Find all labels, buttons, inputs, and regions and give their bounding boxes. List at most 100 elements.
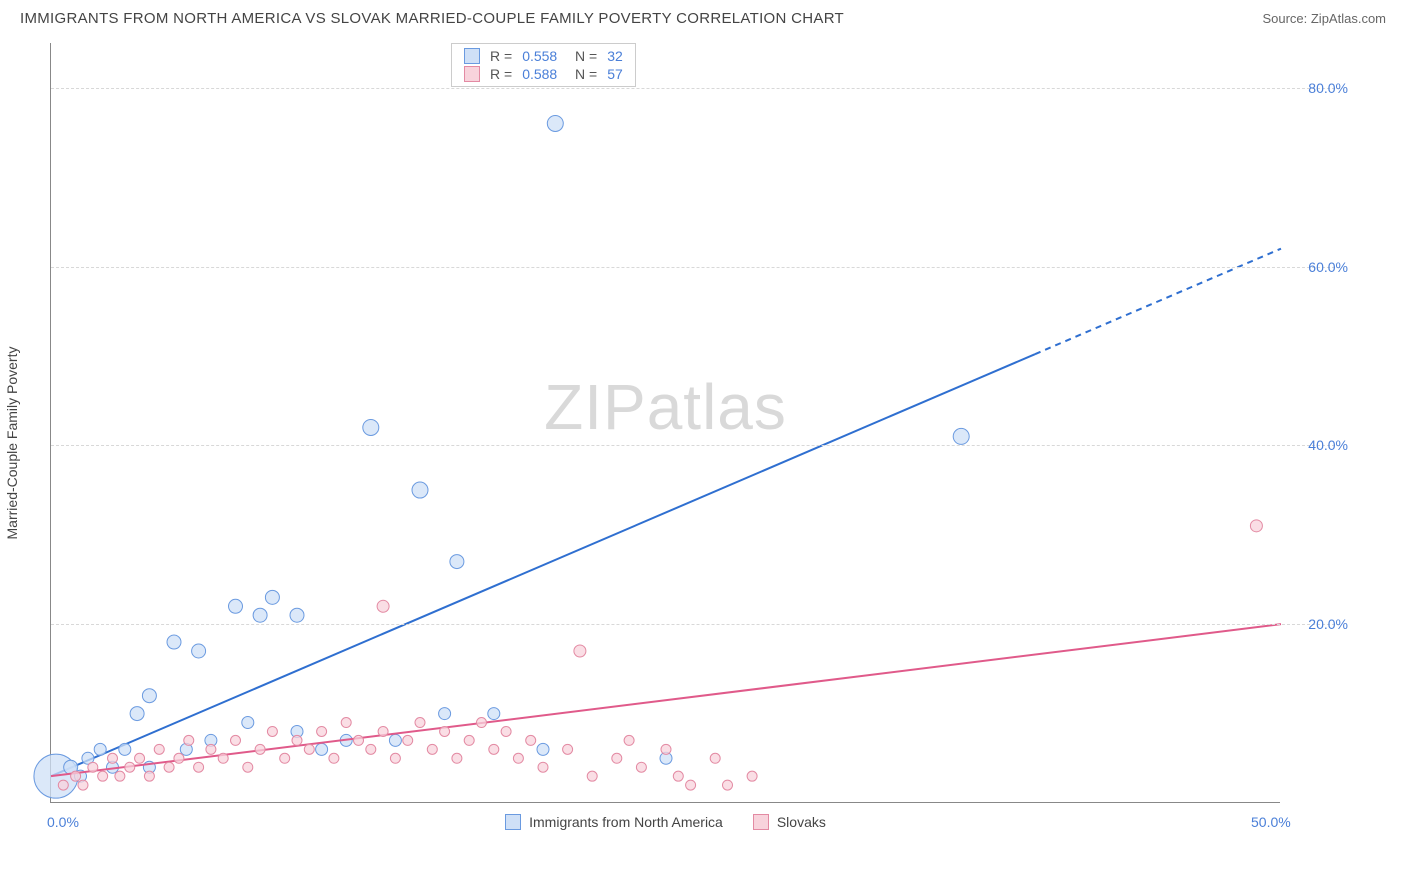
data-point-sk [624, 735, 634, 745]
data-point-sk [174, 753, 184, 763]
data-point-sk [125, 762, 135, 772]
data-point-sk [292, 735, 302, 745]
plot-area: ZIPatlas R = 0.558 N = 32 R = 0.588 N = … [50, 43, 1280, 803]
bottom-legend: Immigrants from North America Slovaks [51, 814, 1280, 830]
data-point-na [265, 590, 279, 604]
xtick-label: 50.0% [1251, 814, 1291, 830]
data-point-na [142, 689, 156, 703]
data-point-na [253, 608, 267, 622]
data-point-na [439, 708, 451, 720]
gridline [51, 445, 1340, 446]
data-point-sk [1250, 520, 1262, 532]
data-point-sk [477, 718, 487, 728]
data-point-sk [390, 753, 400, 763]
r-value-0: 0.558 [522, 48, 557, 64]
gridline [51, 88, 1340, 89]
data-point-sk [88, 762, 98, 772]
data-point-sk [98, 771, 108, 781]
data-point-na [290, 608, 304, 622]
data-point-sk [154, 744, 164, 754]
data-point-sk [317, 726, 327, 736]
n-label: N = [567, 48, 597, 64]
data-point-na [488, 708, 500, 720]
data-point-na [192, 644, 206, 658]
legend-label-1: Slovaks [777, 814, 826, 830]
data-point-sk [231, 735, 241, 745]
data-point-sk [378, 726, 388, 736]
data-point-sk [71, 771, 81, 781]
data-point-sk [243, 762, 253, 772]
trend-line-na [51, 354, 1035, 776]
data-point-sk [661, 744, 671, 754]
r-label: R = [490, 48, 512, 64]
data-point-sk [354, 735, 364, 745]
swatch-series-1 [464, 66, 480, 82]
data-point-na [363, 419, 379, 435]
scatter-svg [51, 43, 1281, 803]
data-point-sk [329, 753, 339, 763]
data-point-sk [587, 771, 597, 781]
data-point-sk [206, 744, 216, 754]
data-point-na [316, 743, 328, 755]
legend-label-0: Immigrants from North America [529, 814, 723, 830]
n-value-0: 32 [607, 48, 623, 64]
data-point-sk [135, 753, 145, 763]
ytick-label: 80.0% [1308, 80, 1348, 96]
data-point-na [389, 734, 401, 746]
data-point-sk [78, 780, 88, 790]
chart-wrap: Married-Couple Family Poverty ZIPatlas R… [0, 33, 1406, 853]
data-point-sk [58, 780, 68, 790]
data-point-sk [747, 771, 757, 781]
header: IMMIGRANTS FROM NORTH AMERICA VS SLOVAK … [0, 0, 1406, 33]
data-point-sk [194, 762, 204, 772]
gridline [51, 267, 1340, 268]
data-point-na [130, 707, 144, 721]
chart-title: IMMIGRANTS FROM NORTH AMERICA VS SLOVAK … [20, 10, 844, 27]
data-point-na [537, 743, 549, 755]
legend-swatch-0 [505, 814, 521, 830]
data-point-sk [255, 744, 265, 754]
correlation-legend: R = 0.558 N = 32 R = 0.588 N = 57 [451, 43, 636, 87]
corr-row-1: R = 0.588 N = 57 [452, 65, 635, 83]
data-point-sk [574, 645, 586, 657]
data-point-sk [115, 771, 125, 781]
data-point-na [94, 743, 106, 755]
legend-swatch-1 [753, 814, 769, 830]
source-label: Source: ZipAtlas.com [1262, 11, 1386, 26]
data-point-na [450, 555, 464, 569]
data-point-sk [108, 753, 118, 763]
data-point-sk [673, 771, 683, 781]
data-point-sk [612, 753, 622, 763]
data-point-sk [427, 744, 437, 754]
data-point-sk [366, 744, 376, 754]
data-point-sk [513, 753, 523, 763]
gridline [51, 624, 1340, 625]
data-point-na [119, 743, 131, 755]
data-point-na [953, 428, 969, 444]
data-point-sk [686, 780, 696, 790]
data-point-sk [538, 762, 548, 772]
data-point-na [547, 115, 563, 131]
data-point-sk [403, 735, 413, 745]
data-point-sk [489, 744, 499, 754]
data-point-sk [267, 726, 277, 736]
corr-row-0: R = 0.558 N = 32 [452, 47, 635, 65]
data-point-na [242, 717, 254, 729]
r-value-1: 0.588 [522, 66, 557, 82]
ytick-label: 40.0% [1308, 437, 1348, 453]
data-point-sk [501, 726, 511, 736]
data-point-sk [144, 771, 154, 781]
ytick-label: 60.0% [1308, 259, 1348, 275]
data-point-sk [304, 744, 314, 754]
data-point-sk [184, 735, 194, 745]
data-point-sk [563, 744, 573, 754]
xtick-label: 0.0% [47, 814, 79, 830]
y-axis-label: Married-Couple Family Poverty [4, 347, 20, 540]
data-point-sk [464, 735, 474, 745]
n-value-1: 57 [607, 66, 623, 82]
n-label: N = [567, 66, 597, 82]
trend-line-dash-na [1035, 249, 1281, 355]
data-point-na [412, 482, 428, 498]
data-point-sk [636, 762, 646, 772]
data-point-sk [452, 753, 462, 763]
